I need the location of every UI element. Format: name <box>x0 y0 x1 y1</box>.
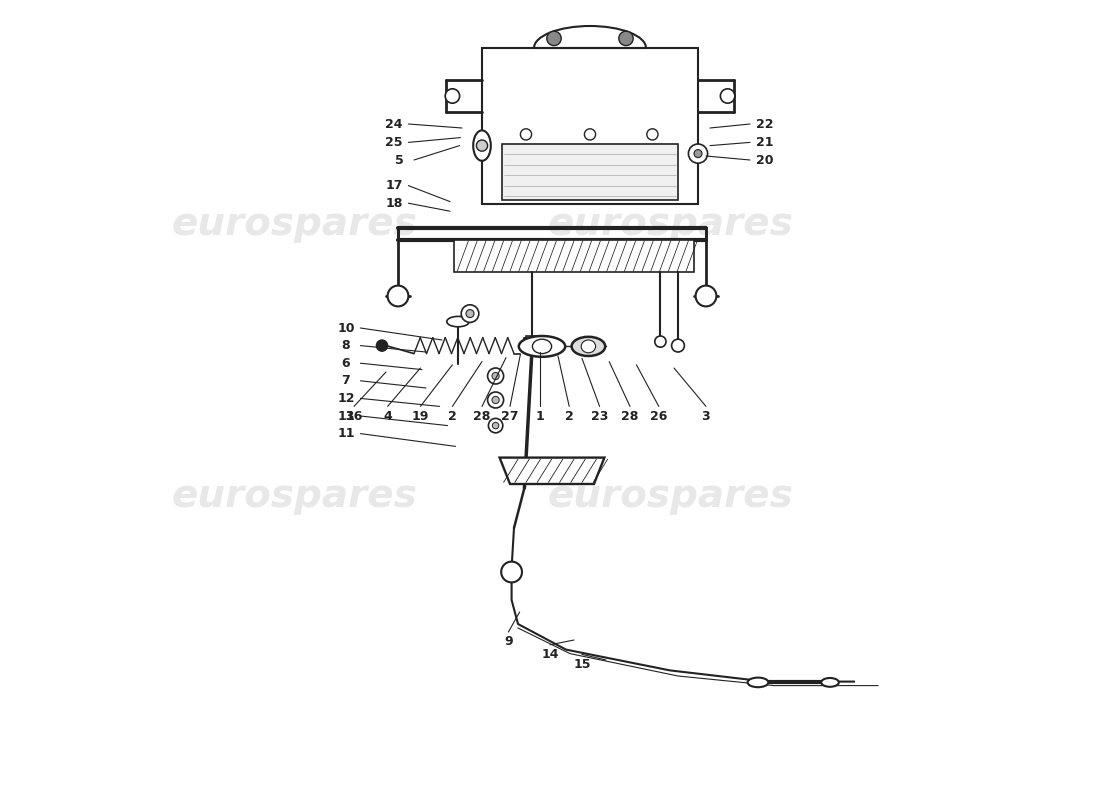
Text: eurospares: eurospares <box>172 205 417 243</box>
Polygon shape <box>499 458 604 484</box>
Text: eurospares: eurospares <box>547 477 793 515</box>
Text: 12: 12 <box>338 392 354 405</box>
Text: 6: 6 <box>342 357 350 370</box>
Circle shape <box>502 562 522 582</box>
Text: 25: 25 <box>385 136 403 149</box>
Text: 3: 3 <box>702 410 711 422</box>
Text: 16: 16 <box>345 410 363 422</box>
Text: 10: 10 <box>338 322 354 334</box>
Circle shape <box>492 372 499 380</box>
Text: eurospares: eurospares <box>172 477 417 515</box>
Text: 5: 5 <box>395 154 404 166</box>
Text: 2: 2 <box>564 410 573 422</box>
Ellipse shape <box>572 337 605 356</box>
Circle shape <box>584 129 595 140</box>
Ellipse shape <box>447 317 470 326</box>
Circle shape <box>376 340 387 351</box>
Ellipse shape <box>581 340 595 353</box>
Circle shape <box>487 392 504 408</box>
Text: 15: 15 <box>573 658 591 670</box>
Ellipse shape <box>473 130 491 161</box>
Text: 28: 28 <box>473 410 491 422</box>
Text: 17: 17 <box>385 179 403 192</box>
Ellipse shape <box>822 678 839 686</box>
Circle shape <box>492 396 499 403</box>
Text: 1: 1 <box>536 410 544 422</box>
Circle shape <box>488 418 503 433</box>
Text: 20: 20 <box>756 154 773 166</box>
Text: 13: 13 <box>338 410 354 422</box>
Circle shape <box>672 339 684 352</box>
Circle shape <box>654 336 666 347</box>
Text: 26: 26 <box>650 410 668 422</box>
Text: 24: 24 <box>385 118 403 130</box>
Ellipse shape <box>532 339 551 354</box>
Polygon shape <box>482 48 698 204</box>
Circle shape <box>689 144 707 163</box>
Circle shape <box>520 129 531 140</box>
Polygon shape <box>502 144 678 200</box>
Text: 18: 18 <box>385 197 403 210</box>
Circle shape <box>466 310 474 318</box>
Circle shape <box>720 89 735 103</box>
Text: 23: 23 <box>591 410 608 422</box>
Circle shape <box>476 140 487 151</box>
Polygon shape <box>526 336 539 342</box>
Text: 9: 9 <box>504 635 513 648</box>
Text: 21: 21 <box>756 136 773 149</box>
Circle shape <box>461 305 478 322</box>
Text: 4: 4 <box>383 410 392 422</box>
Text: 8: 8 <box>342 339 350 352</box>
Text: 22: 22 <box>756 118 773 130</box>
Circle shape <box>694 150 702 158</box>
Text: 11: 11 <box>338 427 354 440</box>
Ellipse shape <box>748 678 769 687</box>
Text: 27: 27 <box>502 410 519 422</box>
Text: 28: 28 <box>621 410 639 422</box>
Text: 19: 19 <box>411 410 429 422</box>
Circle shape <box>619 31 634 46</box>
Circle shape <box>493 422 498 429</box>
Circle shape <box>446 89 460 103</box>
Circle shape <box>547 31 561 46</box>
Circle shape <box>487 368 504 384</box>
Text: 7: 7 <box>342 374 351 387</box>
Text: 2: 2 <box>448 410 456 422</box>
Text: 14: 14 <box>541 648 559 661</box>
Ellipse shape <box>519 336 565 357</box>
Text: eurospares: eurospares <box>547 205 793 243</box>
Polygon shape <box>454 240 694 272</box>
Circle shape <box>647 129 658 140</box>
Circle shape <box>695 286 716 306</box>
Circle shape <box>387 286 408 306</box>
